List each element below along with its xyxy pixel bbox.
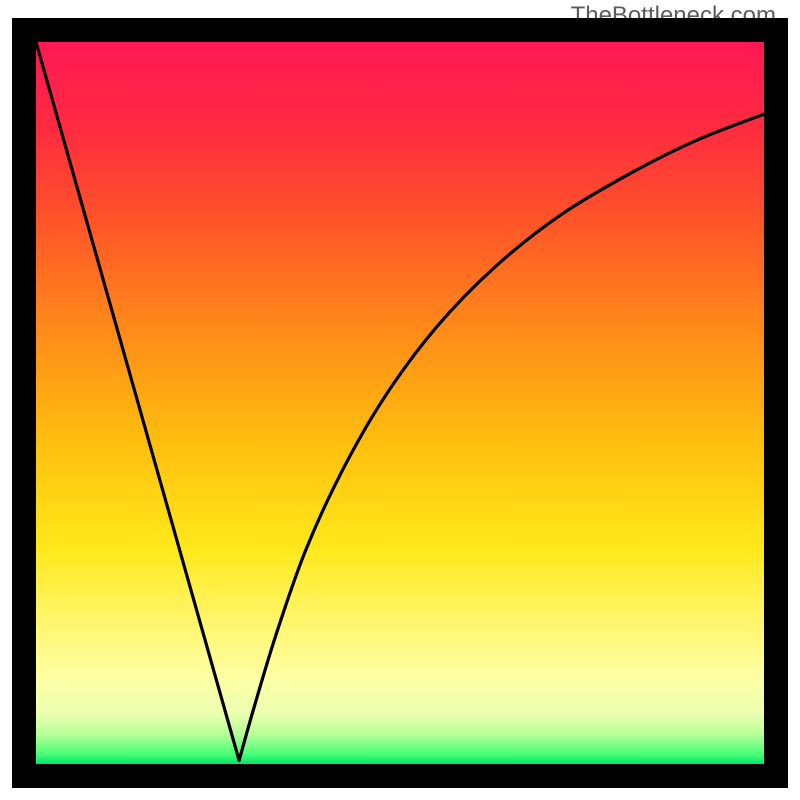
plot-frame — [12, 18, 788, 788]
plot-area — [36, 42, 764, 764]
bottleneck-curve — [36, 42, 764, 760]
curve-layer — [36, 42, 764, 764]
figure-container: TheBottleneck.com — [0, 0, 800, 800]
